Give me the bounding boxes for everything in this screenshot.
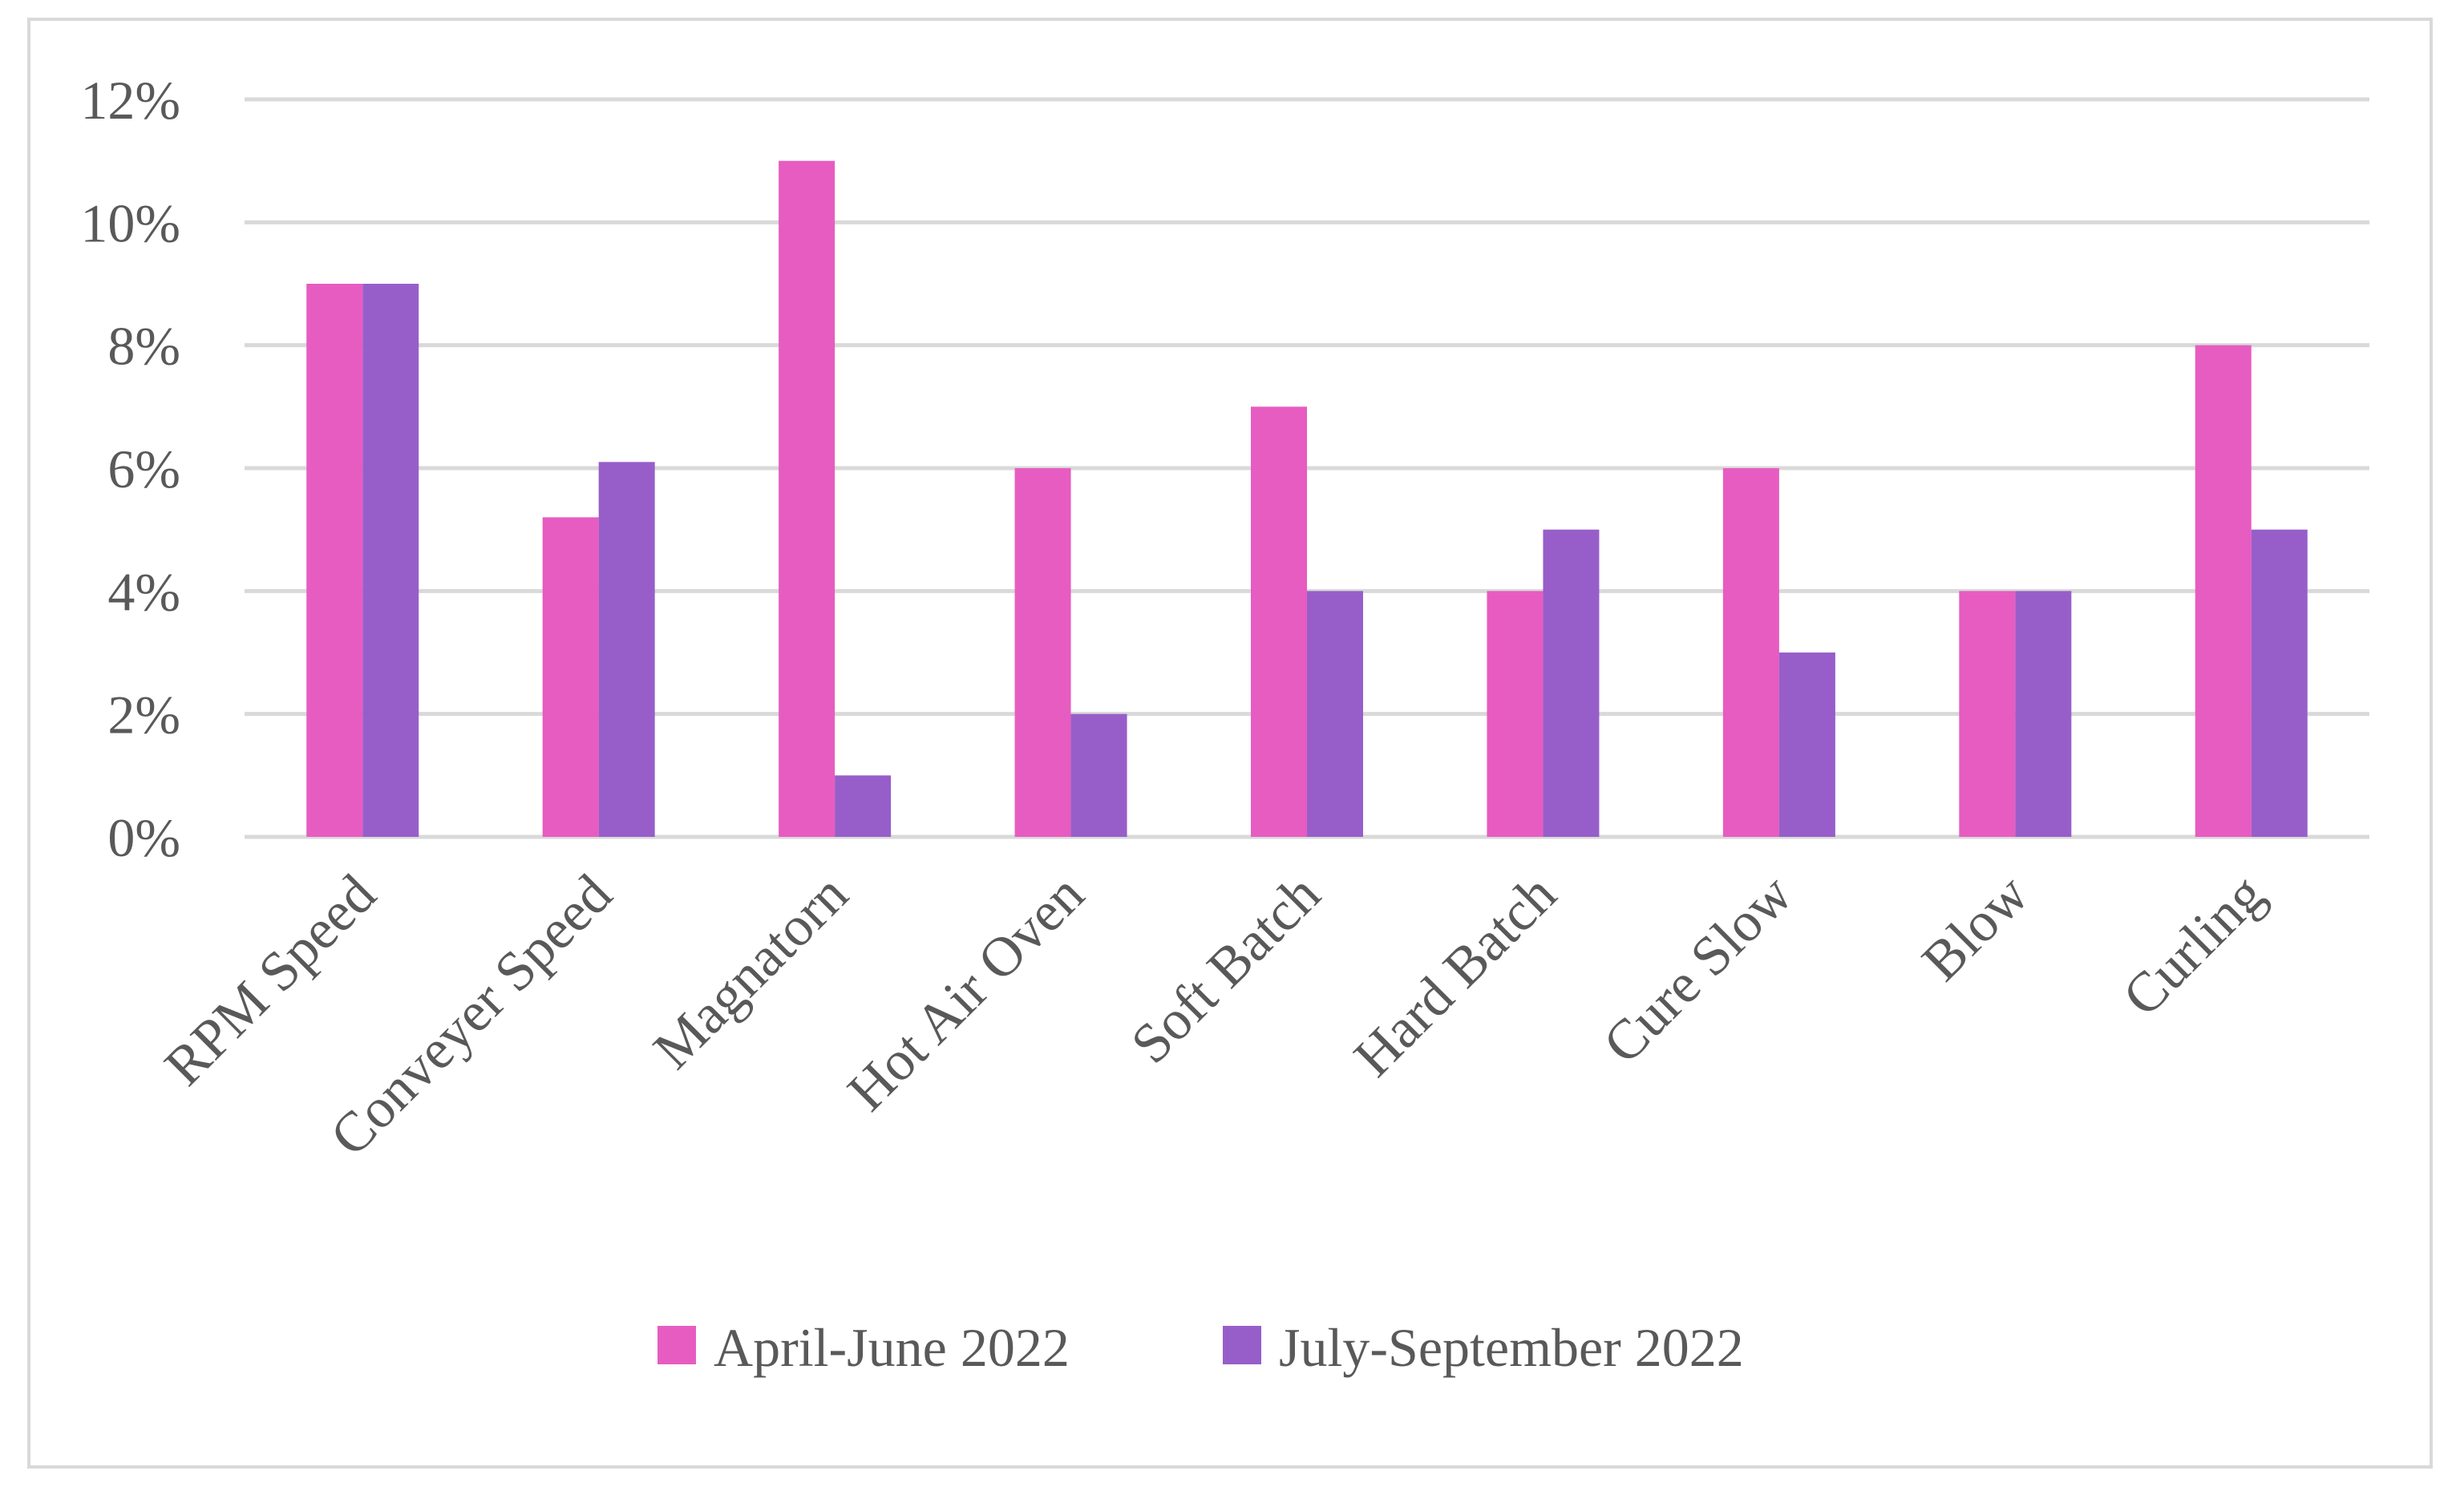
legend-swatch-series-1 (657, 1326, 696, 1364)
y-tick-label-0: 0% (107, 807, 180, 868)
y-axis-ticks: 0% 2% 4% 6% 8% 10% 12% (80, 70, 180, 868)
x-tick-label-curling: Curling (2111, 863, 2276, 1028)
y-tick-label-12: 12% (80, 70, 180, 131)
bar-conveyer-speed-series-2 (598, 462, 655, 837)
bar-blow-series-1 (1959, 591, 2016, 837)
bar-cure-slow-series-1 (1722, 468, 1779, 837)
y-tick-label-2: 2% (107, 685, 180, 745)
bar-hard-batch-series-1 (1487, 591, 1544, 837)
bar-magnatorn-series-1 (779, 160, 835, 837)
y-tick-label-10: 10% (80, 192, 180, 253)
x-tick-label-magnatorn: Magnatorn (642, 863, 860, 1081)
bar-conveyer-speed-series-1 (542, 517, 599, 837)
y-tick-label-4: 4% (107, 561, 180, 622)
bars (306, 160, 2308, 838)
legend-swatch-series-2 (1223, 1326, 1261, 1364)
bar-rpm-speed-series-2 (362, 284, 419, 837)
bar-magnatorn-series-2 (835, 775, 892, 837)
legend-label-series-1: April-June 2022 (714, 1317, 1070, 1378)
bar-hard-batch-series-2 (1543, 529, 1600, 837)
y-tick-label-6: 6% (107, 438, 180, 499)
x-tick-label-blow: Blow (1911, 863, 2041, 993)
x-tick-label-cure-slow: Cure Slow (1592, 863, 1804, 1076)
legend: April-June 2022 July-September 2022 (657, 1317, 1744, 1378)
bar-rpm-speed-series-1 (306, 284, 363, 837)
bar-curling-series-1 (2195, 345, 2252, 838)
bar-curling-series-2 (2251, 529, 2308, 837)
bar-cure-slow-series-2 (1778, 653, 1835, 837)
bar-soft-batch-series-1 (1251, 406, 1307, 837)
bar-blow-series-2 (2015, 591, 2072, 837)
bar-hot-air-oven-series-1 (1014, 468, 1071, 837)
y-tick-label-8: 8% (107, 316, 180, 377)
x-tick-label-hard-batch: Hard Batch (1343, 863, 1568, 1089)
bar-hot-air-oven-series-2 (1070, 713, 1127, 837)
x-tick-label-hot-air-oven: Hot Air Oven (836, 863, 1096, 1123)
x-tick-label-rpm-speed: RPM Speed (153, 863, 387, 1097)
x-tick-label-soft-batch: Soft Batch (1120, 863, 1333, 1076)
legend-label-series-2: July-September 2022 (1279, 1317, 1744, 1378)
bar-soft-batch-series-2 (1307, 591, 1363, 837)
